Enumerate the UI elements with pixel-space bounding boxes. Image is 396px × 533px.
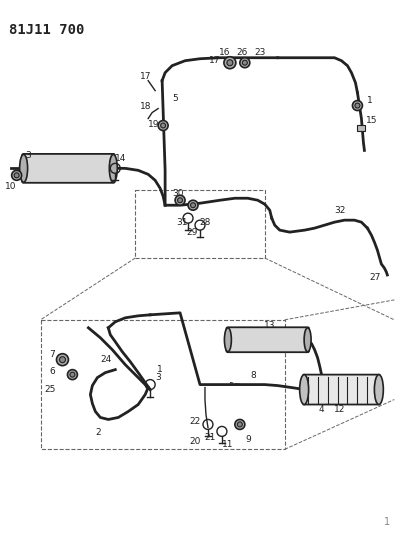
Text: 29: 29 (187, 228, 198, 237)
Text: 4: 4 (319, 405, 324, 414)
Text: 17: 17 (209, 56, 221, 65)
Text: 9: 9 (245, 435, 251, 444)
Text: 2: 2 (95, 428, 101, 437)
FancyBboxPatch shape (303, 375, 380, 405)
Text: 81J11 700: 81J11 700 (9, 23, 84, 37)
Text: 19: 19 (148, 120, 160, 129)
Text: 8: 8 (250, 371, 256, 380)
Text: 17: 17 (141, 72, 152, 81)
Text: 25: 25 (45, 385, 56, 394)
FancyBboxPatch shape (22, 154, 115, 183)
Text: 30: 30 (172, 189, 184, 198)
Circle shape (235, 419, 245, 430)
Bar (358, 125, 366, 132)
Circle shape (14, 173, 19, 178)
Text: 14: 14 (114, 154, 126, 163)
Text: 10: 10 (5, 182, 16, 191)
Circle shape (355, 103, 360, 108)
Circle shape (11, 171, 22, 180)
Text: 13: 13 (264, 321, 276, 330)
Ellipse shape (304, 328, 311, 352)
Text: 22: 22 (189, 417, 201, 426)
Circle shape (242, 60, 248, 65)
Circle shape (237, 422, 242, 427)
Text: 26: 26 (236, 49, 248, 57)
Text: 3: 3 (26, 151, 31, 160)
Circle shape (190, 203, 196, 208)
Text: 15: 15 (366, 116, 377, 125)
Text: 6: 6 (50, 367, 55, 376)
Text: 5: 5 (172, 94, 178, 103)
Ellipse shape (225, 328, 231, 352)
Circle shape (57, 354, 69, 366)
Text: 20: 20 (189, 437, 201, 446)
Circle shape (188, 200, 198, 210)
Text: 24: 24 (101, 355, 112, 364)
FancyBboxPatch shape (227, 327, 309, 352)
Text: 27: 27 (370, 273, 381, 282)
Text: 21: 21 (204, 433, 216, 442)
Ellipse shape (374, 375, 383, 405)
Circle shape (70, 372, 75, 377)
Text: 1: 1 (367, 96, 372, 105)
Text: 12: 12 (334, 405, 345, 414)
Circle shape (177, 198, 183, 203)
Circle shape (240, 58, 250, 68)
Text: 18: 18 (141, 102, 152, 111)
Ellipse shape (20, 155, 28, 182)
Circle shape (175, 195, 185, 205)
Text: 1: 1 (384, 517, 390, 527)
Circle shape (352, 101, 362, 110)
Ellipse shape (109, 155, 117, 182)
Circle shape (59, 357, 65, 362)
Text: 1: 1 (157, 365, 163, 374)
Text: 31: 31 (176, 217, 188, 227)
Text: 11: 11 (222, 440, 234, 449)
Text: 3: 3 (155, 373, 161, 382)
Circle shape (67, 370, 78, 379)
Circle shape (227, 60, 233, 66)
Circle shape (161, 123, 166, 128)
Circle shape (158, 120, 168, 131)
Circle shape (224, 56, 236, 69)
Text: 28: 28 (199, 217, 211, 227)
Ellipse shape (300, 375, 308, 405)
Text: 7: 7 (50, 350, 55, 359)
Text: 16: 16 (219, 49, 230, 57)
Text: 32: 32 (334, 206, 345, 215)
Text: 23: 23 (254, 49, 265, 57)
